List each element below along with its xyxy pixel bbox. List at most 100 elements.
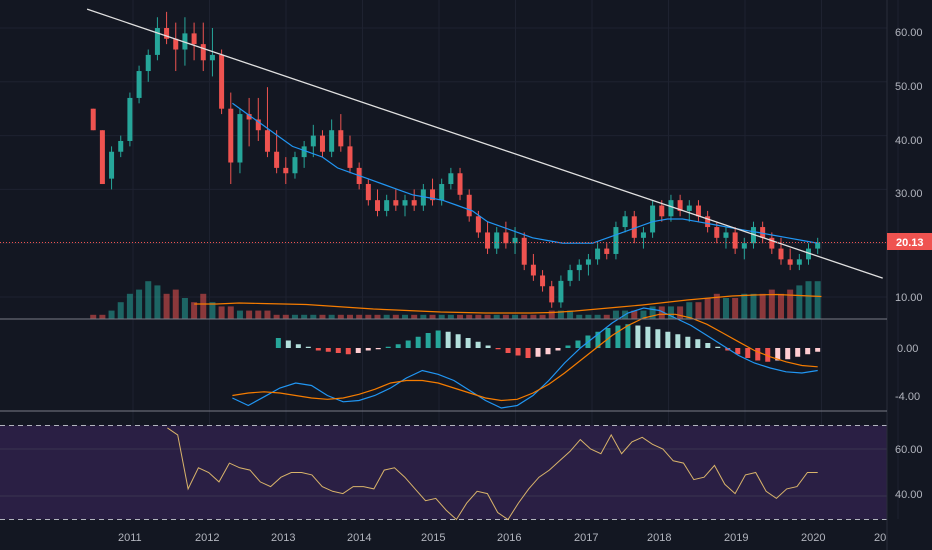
macd-tick-label: -4.00 <box>895 391 920 403</box>
macd-histogram-bar <box>565 345 571 348</box>
candle-body <box>613 227 619 254</box>
macd-histogram-bar <box>475 341 481 348</box>
macd-histogram-bar <box>665 331 671 348</box>
candle-body <box>310 135 316 147</box>
macd-histogram-bar <box>615 325 621 348</box>
x-tick-label: 2020 <box>801 532 825 544</box>
candle-body <box>778 248 784 260</box>
candle-body <box>668 200 674 217</box>
macd-histogram-bar <box>295 344 301 348</box>
volume-bar <box>411 314 418 319</box>
x-tick-label: 2015 <box>421 532 445 544</box>
candle-body <box>145 54 151 72</box>
volume-bar <box>548 310 555 319</box>
volume-bar <box>301 314 308 319</box>
macd-histogram-bar <box>675 334 681 348</box>
macd-line <box>232 307 818 409</box>
rsi-band-fill <box>0 425 887 520</box>
candle-body <box>585 259 591 265</box>
macd-histogram-bar <box>555 348 561 351</box>
candle-body <box>677 200 683 211</box>
macd-histogram-bar <box>515 348 521 356</box>
volume-bar <box>117 302 124 319</box>
macd-histogram-bar <box>745 348 751 358</box>
candle-body <box>714 227 720 238</box>
volume-bar <box>191 302 198 319</box>
time-axis[interactable]: 2011 2012 2013 2014 2015 2016 2017 2018 … <box>118 532 886 544</box>
macd-histogram-bar <box>365 348 371 351</box>
candle-body <box>530 264 536 276</box>
candle-body <box>420 189 426 206</box>
volume-bar <box>145 281 152 319</box>
macd-histogram-bar <box>385 346 391 348</box>
candle-body <box>686 205 692 211</box>
candle-body <box>604 248 610 254</box>
candle-body <box>503 232 509 244</box>
volume-bar <box>704 298 711 319</box>
candle-body <box>118 140 124 152</box>
rsi-axis[interactable]: 60.00 40.00 <box>895 444 923 501</box>
axes <box>0 0 888 550</box>
candle-body <box>558 280 564 303</box>
volume-bar <box>466 314 473 319</box>
macd-panel <box>232 307 821 409</box>
x-tick-label: 2018 <box>647 532 671 544</box>
x-tick-label: 20 <box>874 532 886 544</box>
volume-bar <box>328 314 335 319</box>
volume-bar <box>255 310 262 319</box>
macd-histogram-bar <box>415 336 421 348</box>
candle-body <box>741 243 747 249</box>
candle-body <box>650 205 656 233</box>
macd-histogram-bar <box>355 348 361 353</box>
candle-body <box>787 259 793 265</box>
candle-body <box>705 216 711 228</box>
x-tick-label: 2013 <box>271 532 295 544</box>
macd-histogram-bar <box>545 348 551 355</box>
volume-bar <box>236 310 243 319</box>
candle-body <box>200 44 206 61</box>
volume-bar <box>576 314 583 319</box>
macd-histogram-bar <box>315 348 321 351</box>
candle-body <box>576 264 582 271</box>
volume-bar <box>273 314 280 319</box>
macd-histogram-bar <box>375 348 381 350</box>
volume-bar <box>539 314 546 319</box>
candle-body <box>760 227 766 238</box>
candle-body <box>815 242 821 249</box>
volume-bar <box>603 314 610 319</box>
volume-bar <box>181 298 188 319</box>
candle-body <box>540 275 546 287</box>
macd-histogram-bar <box>335 348 341 353</box>
volume-bar <box>163 293 170 319</box>
volume-bar <box>310 314 317 319</box>
candle-body <box>631 216 637 238</box>
volume-bar <box>227 306 234 319</box>
candle-body <box>338 130 344 147</box>
volume-bar <box>649 306 656 319</box>
volume-bar <box>282 314 289 319</box>
macd-histogram-bar <box>645 326 651 348</box>
price-axis[interactable]: 60.00 50.00 40.00 30.00 10.00 20.13 <box>887 27 932 304</box>
volume-bar <box>677 306 684 319</box>
macd-histogram-bar <box>345 348 351 355</box>
candle-body <box>448 173 454 185</box>
macd-axis[interactable]: 0.00 -4.00 <box>895 343 920 403</box>
volume-bar <box>493 314 500 319</box>
candle-body <box>732 232 738 249</box>
candle-body <box>512 237 518 244</box>
volume-bar <box>695 302 702 319</box>
volume-bar <box>631 310 638 319</box>
macd-histogram-bar <box>445 331 451 348</box>
candle-body <box>219 54 225 109</box>
candle-body <box>723 232 729 238</box>
macd-histogram-bar <box>465 338 471 348</box>
candle-body <box>292 157 298 174</box>
volume-bar <box>402 314 409 319</box>
volume-bar <box>172 289 179 319</box>
candle-body <box>521 237 527 265</box>
volume-bar <box>768 289 775 319</box>
volume-bar <box>512 314 519 319</box>
candle-body <box>622 216 628 228</box>
macd-histogram-bar <box>575 340 581 348</box>
